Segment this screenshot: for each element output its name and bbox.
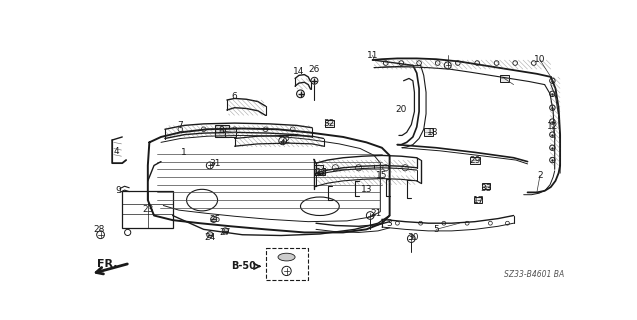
Text: FR.: FR. bbox=[96, 260, 117, 269]
Text: 24: 24 bbox=[204, 233, 215, 242]
Bar bbox=[266, 248, 308, 280]
Text: 26: 26 bbox=[309, 65, 320, 74]
Circle shape bbox=[211, 216, 217, 222]
Text: 15: 15 bbox=[376, 171, 388, 180]
Text: 5: 5 bbox=[433, 225, 439, 234]
Text: 16: 16 bbox=[313, 169, 324, 179]
Text: 30: 30 bbox=[407, 233, 419, 242]
Text: 27: 27 bbox=[220, 228, 231, 237]
Bar bbox=[313, 165, 323, 173]
Bar bbox=[424, 129, 433, 136]
Text: 10: 10 bbox=[534, 55, 546, 64]
Text: 22: 22 bbox=[280, 136, 290, 145]
Text: 13: 13 bbox=[361, 185, 372, 194]
Bar bbox=[122, 191, 173, 228]
Text: 9: 9 bbox=[115, 186, 121, 195]
Text: 33: 33 bbox=[481, 184, 492, 193]
Text: 23: 23 bbox=[142, 205, 154, 214]
Bar bbox=[499, 75, 509, 82]
Text: 12: 12 bbox=[547, 123, 558, 132]
Text: 20: 20 bbox=[396, 105, 407, 114]
Ellipse shape bbox=[278, 253, 295, 261]
Text: SZ33-B4601 BA: SZ33-B4601 BA bbox=[504, 270, 564, 279]
Text: 7: 7 bbox=[178, 121, 183, 130]
Text: 31: 31 bbox=[210, 159, 221, 168]
Text: 3: 3 bbox=[387, 219, 392, 228]
Text: 25: 25 bbox=[210, 215, 221, 224]
Bar bbox=[474, 197, 482, 203]
Bar bbox=[326, 120, 334, 127]
Text: 21: 21 bbox=[370, 210, 382, 219]
Text: 17: 17 bbox=[473, 196, 485, 204]
Text: 32: 32 bbox=[324, 119, 335, 128]
Text: 19: 19 bbox=[317, 168, 328, 177]
Circle shape bbox=[222, 228, 229, 234]
Text: 4: 4 bbox=[113, 147, 119, 156]
Bar bbox=[315, 168, 324, 175]
Text: 6: 6 bbox=[232, 92, 238, 101]
Text: 11: 11 bbox=[367, 51, 378, 60]
Text: 14: 14 bbox=[293, 67, 304, 76]
Bar bbox=[225, 128, 236, 137]
Text: 2: 2 bbox=[537, 171, 543, 180]
Bar bbox=[470, 157, 480, 164]
Text: 29: 29 bbox=[469, 156, 480, 164]
Text: B-50: B-50 bbox=[231, 261, 255, 271]
Text: 1: 1 bbox=[182, 148, 187, 157]
Bar bbox=[215, 124, 229, 137]
Bar bbox=[482, 183, 490, 189]
Text: 18: 18 bbox=[427, 128, 438, 137]
Text: 8: 8 bbox=[218, 126, 224, 135]
Circle shape bbox=[207, 232, 213, 238]
Text: 28: 28 bbox=[93, 225, 104, 234]
